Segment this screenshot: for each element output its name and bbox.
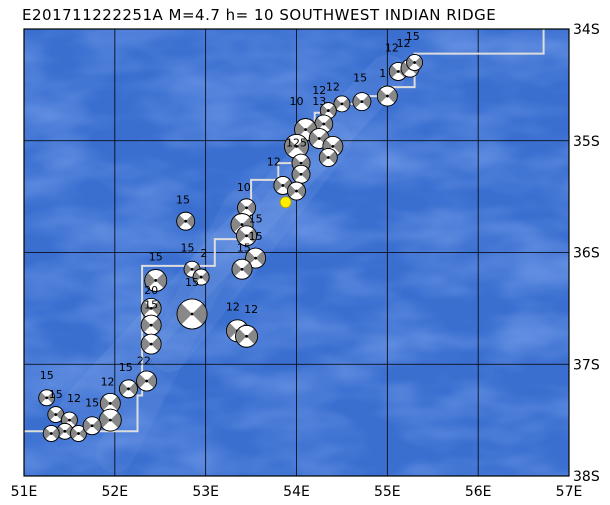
beachball: 20 <box>140 284 162 319</box>
depth-label: 15 <box>149 250 163 263</box>
depth-label: 15 <box>185 276 199 289</box>
beachball: 15 <box>236 212 263 247</box>
depth-label: 15 <box>181 241 195 254</box>
depth-label: 12 <box>397 37 411 50</box>
depth-label: 12 <box>101 375 115 388</box>
depth-label: 10 <box>237 181 251 194</box>
beachball <box>287 181 306 201</box>
map-border <box>23 28 570 477</box>
beachball <box>140 333 162 355</box>
beachball: 15 <box>38 369 56 407</box>
depth-label: 15 <box>176 193 190 206</box>
latitude-tick-label: 37S <box>573 357 600 373</box>
longitude-tick-label: 51E <box>11 484 38 500</box>
depth-label: 15 <box>40 369 54 382</box>
depth-label: 12 <box>385 41 399 54</box>
depth-label: 1 <box>379 67 386 80</box>
beachball: 10 <box>237 181 256 218</box>
beachball <box>42 425 60 442</box>
beachball <box>291 164 311 184</box>
beachball: 15 <box>47 388 65 423</box>
depth-label: 15 <box>406 30 420 43</box>
depth-label: 12 <box>267 155 281 168</box>
longitude-tick-labels: 51E 52E 53E 54E 55E 56E 57E <box>11 484 583 500</box>
depth-label: 12 <box>326 80 340 93</box>
depth-label: 2 <box>200 247 207 260</box>
latitude-tick-label: 36S <box>573 246 600 262</box>
depth-label: 12 <box>226 301 240 314</box>
depth-label: 15 <box>119 361 133 374</box>
latitude-tick-labels: 34S 35S 36S 37S 38S <box>573 22 600 485</box>
depth-label: 10 <box>290 95 304 108</box>
longitude-tick-label: 54E <box>283 484 310 500</box>
beachball: 15 <box>144 250 168 292</box>
depth-label: 125 <box>286 136 307 149</box>
longitude-tick-label: 56E <box>465 484 492 500</box>
depth-label: 12 <box>312 84 326 97</box>
depth-label: 15 <box>49 388 63 401</box>
longitude-tick-label: 53E <box>192 484 219 500</box>
beachball: 22 <box>136 354 158 392</box>
beachball: 12 <box>235 303 258 348</box>
epicenter-marker <box>279 196 292 209</box>
latitude-tick-label: 35S <box>573 134 600 150</box>
beachball: 15 <box>176 193 196 231</box>
beachball: 12 <box>326 80 351 113</box>
depth-label: 15 <box>249 230 263 243</box>
longitude-tick-label: 55E <box>374 484 401 500</box>
depth-label: 15 <box>144 298 158 311</box>
beachball: 12 <box>312 84 337 119</box>
beachball: 15 <box>231 241 253 280</box>
depth-label: 22 <box>137 354 151 367</box>
depth-label: 15 <box>85 397 99 410</box>
depth-label: 12 <box>244 303 258 316</box>
beachball: 2 <box>192 247 210 286</box>
depth-label: 15 <box>353 72 367 85</box>
depth-label: 13 <box>312 95 326 108</box>
depth-label: 15 <box>237 241 251 254</box>
depth-label: 15 <box>249 212 263 225</box>
longitude-tick-label: 57E <box>556 484 583 500</box>
longitude-tick-label: 52E <box>101 484 128 500</box>
depth-label: 12 <box>67 392 81 405</box>
beachball <box>98 408 122 432</box>
beachball: 15 <box>176 276 208 330</box>
beachball: 15 <box>119 361 138 399</box>
beachball: 15 <box>406 30 423 71</box>
beachball: 15 <box>245 230 267 269</box>
beachball: 15 <box>82 397 102 436</box>
beachball: 15 <box>352 72 372 112</box>
latitude-tick-label: 38S <box>573 469 600 485</box>
map-title: E201711222251A M=4.7 h= 10 SOUTHWEST IND… <box>22 6 497 24</box>
beachball: 1 <box>376 67 398 107</box>
depth-label: 20 <box>144 284 158 297</box>
latitude-tick-label: 34S <box>573 22 600 38</box>
beachball <box>318 148 338 167</box>
beachball: 15 <box>140 298 162 336</box>
